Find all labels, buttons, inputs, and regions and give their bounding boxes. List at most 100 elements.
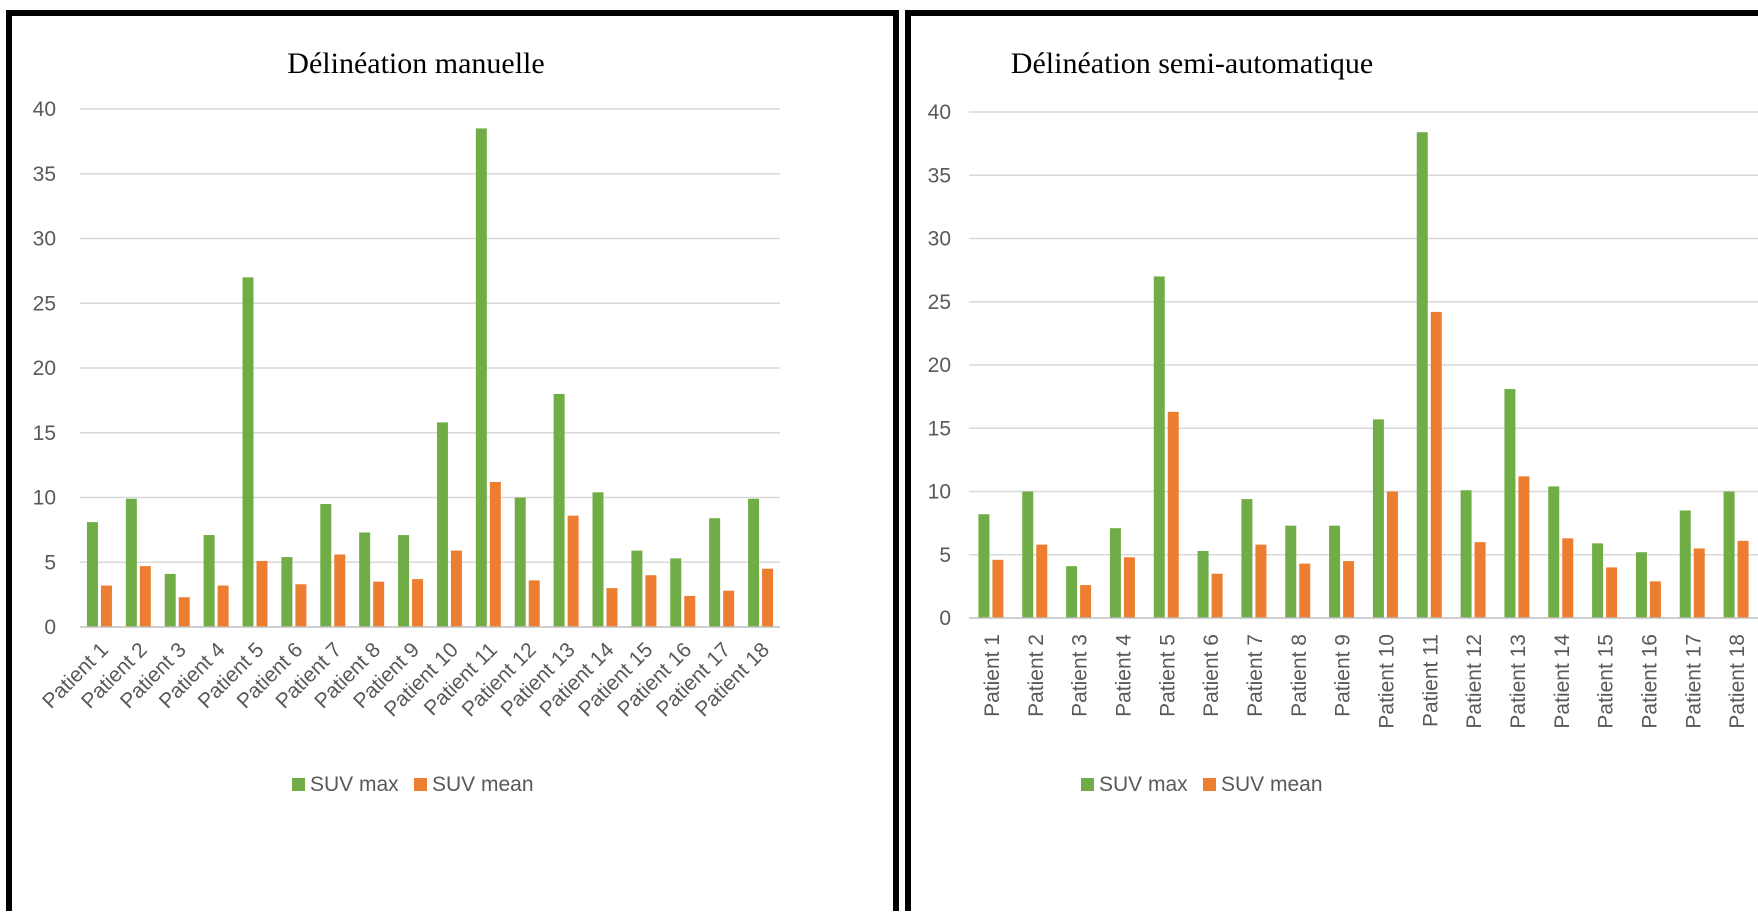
bar-suv-max bbox=[1066, 566, 1078, 618]
bar-suv-mean bbox=[723, 590, 735, 627]
y-tick-label: 30 bbox=[33, 228, 56, 251]
bar-suv-max bbox=[1329, 525, 1341, 618]
y-tick-label: 25 bbox=[33, 292, 56, 315]
bar-suv-max bbox=[1372, 419, 1384, 618]
y-tick-label: 5 bbox=[939, 544, 951, 567]
x-tick-label: Patient 3 bbox=[1069, 634, 1092, 717]
bar-suv-mean bbox=[217, 585, 229, 627]
bar-suv-mean bbox=[100, 585, 112, 627]
chart-title: Délinéation semi-automatique bbox=[1011, 47, 1373, 80]
bar-suv-max bbox=[398, 535, 410, 627]
bar-suv-max bbox=[709, 518, 721, 627]
bar-suv-max bbox=[86, 522, 98, 627]
bar-suv-mean bbox=[1474, 542, 1486, 618]
bar-suv-mean bbox=[139, 566, 151, 627]
bar-suv-max bbox=[320, 503, 332, 627]
bar-suv-mean bbox=[1299, 563, 1311, 618]
bar-suv-mean bbox=[1343, 561, 1355, 618]
bar-suv-max bbox=[592, 492, 604, 627]
x-tick-label: Patient 5 bbox=[1156, 634, 1179, 717]
bar-suv-mean bbox=[334, 554, 346, 627]
chart-panel-manual: Délinéation manuelle 0 5 10 15 20 25 30 35 40 Pati… bbox=[6, 10, 899, 911]
bar-suv-max bbox=[1548, 486, 1560, 618]
bar-suv-max bbox=[475, 128, 487, 628]
bar-suv-mean bbox=[606, 588, 618, 627]
bar-suv-max bbox=[514, 497, 526, 627]
bar-suv-max bbox=[748, 498, 760, 627]
bar-suv-max bbox=[1153, 276, 1165, 618]
bar-suv-max bbox=[1197, 550, 1209, 618]
y-tick-label: 25 bbox=[928, 291, 951, 314]
bar-suv-max bbox=[125, 498, 137, 627]
bar-suv-max bbox=[1504, 389, 1516, 618]
bar-suv-mean bbox=[1693, 548, 1705, 618]
bar-suv-mean bbox=[762, 568, 774, 627]
x-tick-label: Patient 13 bbox=[1507, 634, 1530, 729]
bar-suv-mean bbox=[489, 481, 501, 627]
bar-suv-max bbox=[281, 557, 293, 627]
bar-suv-max bbox=[1460, 490, 1472, 618]
legend-label-suv-mean: SUV mean bbox=[432, 773, 534, 796]
chart-svg-manual: Délinéation manuelle0510152025303540Pati… bbox=[33, 47, 780, 796]
x-tick-label: Patient 4 bbox=[1112, 634, 1135, 717]
bar-suv-max bbox=[631, 550, 643, 627]
bar-suv-mean bbox=[1562, 538, 1574, 618]
bar-suv-mean bbox=[1649, 581, 1661, 618]
bar-suv-mean bbox=[295, 584, 307, 627]
x-tick-label: Patient 16 bbox=[1638, 634, 1661, 729]
bar-suv-mean bbox=[567, 515, 579, 627]
y-tick-label: 15 bbox=[33, 422, 56, 445]
legend-swatch-suv-mean bbox=[1203, 778, 1216, 791]
bar-suv-mean bbox=[1606, 567, 1618, 618]
bar-suv-mean bbox=[1737, 540, 1749, 618]
x-tick-label: Patient 14 bbox=[1551, 634, 1574, 729]
x-tick-label: Patient 9 bbox=[1332, 634, 1355, 717]
bar-suv-mean bbox=[178, 597, 190, 627]
bar-suv-mean bbox=[684, 595, 696, 627]
bar-suv-max bbox=[1109, 528, 1121, 618]
bar-suv-max bbox=[359, 532, 371, 627]
y-tick-label: 15 bbox=[928, 417, 951, 440]
bar-suv-max bbox=[242, 277, 254, 627]
y-tick-label: 40 bbox=[928, 101, 951, 124]
legend-swatch-suv-max bbox=[292, 778, 305, 791]
y-tick-label: 10 bbox=[928, 481, 951, 504]
x-tick-label: Patient 17 bbox=[1682, 634, 1705, 729]
y-tick-label: 20 bbox=[33, 357, 56, 380]
bar-suv-max bbox=[1285, 525, 1297, 618]
bar-suv-max bbox=[436, 422, 448, 627]
y-tick-label: 10 bbox=[33, 487, 56, 510]
bar-suv-max bbox=[1241, 499, 1253, 618]
bar-suv-max bbox=[978, 514, 990, 618]
bar-suv-mean bbox=[373, 581, 385, 627]
bar-suv-mean bbox=[1386, 491, 1398, 618]
x-tick-label: Patient 11 bbox=[1419, 634, 1442, 727]
bar-suv-mean bbox=[1123, 557, 1135, 618]
chart-svg-semi-auto: Délinéation semi-automatique 0 5 10 15 20 25 30… bbox=[928, 47, 1758, 796]
bar-suv-max bbox=[1022, 491, 1034, 618]
chart-panel-semi-auto: Délinéation semi-automatique 0 5 10 15 20 25 30… bbox=[905, 10, 1758, 911]
x-tick-label: Patient 2 bbox=[1025, 634, 1048, 717]
bar-suv-mean bbox=[992, 559, 1004, 618]
y-tick-label: 5 bbox=[44, 551, 56, 574]
bar-suv-mean bbox=[1430, 311, 1442, 618]
bar-suv-mean bbox=[450, 550, 462, 627]
bar-suv-max bbox=[203, 535, 215, 627]
bar-suv-mean bbox=[412, 579, 424, 627]
legend-swatch-suv-mean bbox=[414, 778, 427, 791]
bar-suv-mean bbox=[256, 560, 268, 627]
x-tick-label: Patient 10 bbox=[1375, 634, 1398, 729]
x-tick-label: Patient 6 bbox=[1200, 634, 1223, 717]
bar-suv-max bbox=[670, 558, 682, 627]
bar-suv-max bbox=[553, 393, 565, 627]
legend-label-suv-max: SUV max bbox=[1099, 773, 1188, 796]
y-tick-label: 30 bbox=[928, 228, 951, 251]
bar-suv-mean bbox=[1167, 411, 1179, 618]
bar-suv-mean bbox=[1518, 476, 1530, 618]
legend-label-suv-mean: SUV mean bbox=[1221, 773, 1323, 796]
x-tick-label: Patient 18 bbox=[1726, 634, 1749, 729]
chart-title: Délinéation manuelle bbox=[287, 47, 544, 80]
bar-suv-max bbox=[1679, 510, 1691, 618]
bar-suv-max bbox=[1723, 491, 1735, 618]
y-tick-label: 20 bbox=[928, 354, 951, 377]
